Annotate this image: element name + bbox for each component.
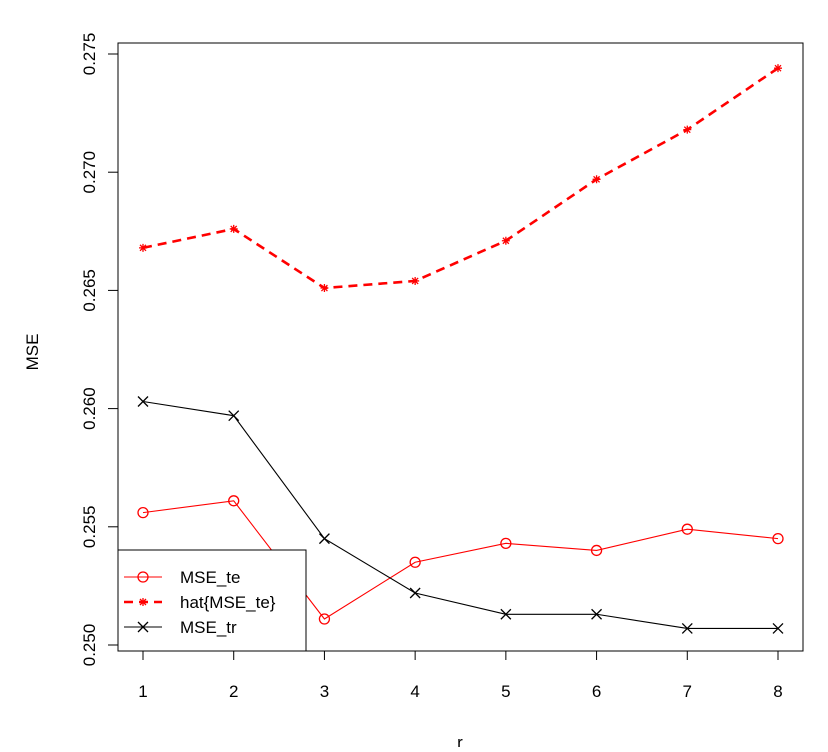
legend-label: MSE_te bbox=[180, 568, 240, 587]
y-tick-label: 0.255 bbox=[80, 506, 99, 549]
data-point bbox=[228, 495, 240, 507]
data-point bbox=[320, 284, 329, 293]
data-point bbox=[774, 64, 782, 73]
data-point bbox=[409, 587, 421, 599]
y-tick-label: 0.250 bbox=[80, 624, 99, 667]
series-line bbox=[142, 67, 779, 290]
data-point bbox=[500, 537, 512, 549]
data-point bbox=[137, 506, 149, 519]
data-point bbox=[409, 556, 421, 568]
data-point bbox=[772, 622, 784, 634]
data-point bbox=[318, 533, 330, 545]
x-tick-label: 4 bbox=[410, 682, 419, 701]
data-point bbox=[318, 613, 331, 625]
legend-box bbox=[117, 549, 307, 652]
y-tick-label: 0.265 bbox=[80, 269, 99, 312]
x-tick-label: 6 bbox=[592, 682, 601, 701]
series-hat-mse-te- bbox=[139, 64, 782, 293]
y-axis-label: MSE bbox=[23, 334, 42, 371]
x-tick-label: 5 bbox=[501, 682, 510, 701]
x-tick-label: 1 bbox=[138, 682, 147, 701]
legend: MSE_te hat{MSE_te} MSE_tr bbox=[117, 549, 307, 652]
series-group bbox=[137, 64, 784, 634]
x-tick-label: 3 bbox=[320, 682, 329, 701]
data-point bbox=[137, 621, 149, 633]
legend-label: MSE_tr bbox=[180, 618, 237, 637]
data-point bbox=[501, 236, 510, 245]
x-tick-label: 2 bbox=[229, 682, 238, 701]
y-axis: 0.250 0.255 0.260 0.265 0.270 0.275 bbox=[80, 33, 119, 667]
data-point bbox=[681, 622, 693, 634]
y-tick-label: 0.270 bbox=[80, 151, 99, 194]
x-tick-label: 8 bbox=[773, 682, 782, 701]
data-point bbox=[591, 608, 603, 620]
data-point bbox=[681, 523, 693, 535]
data-point bbox=[772, 532, 784, 545]
data-point bbox=[683, 125, 692, 134]
x-axis: 1 2 3 4 5 6 7 8 bbox=[138, 650, 783, 701]
data-point bbox=[139, 598, 147, 606]
series-mse-tr bbox=[137, 396, 784, 634]
series-mse-te bbox=[137, 495, 784, 625]
x-tick-label: 7 bbox=[683, 682, 692, 701]
data-point bbox=[139, 243, 147, 252]
data-point bbox=[228, 410, 240, 422]
data-point bbox=[411, 276, 420, 285]
data-point bbox=[590, 544, 603, 557]
data-point bbox=[137, 396, 149, 407]
series-line bbox=[142, 500, 779, 620]
data-point bbox=[137, 571, 149, 583]
legend-label: hat{MSE_te} bbox=[180, 593, 276, 612]
y-tick-label: 0.260 bbox=[80, 387, 99, 430]
x-axis-label: r bbox=[457, 733, 463, 747]
y-tick-label: 0.275 bbox=[80, 33, 99, 76]
data-point bbox=[592, 175, 601, 184]
data-point bbox=[500, 608, 512, 620]
data-point bbox=[229, 224, 238, 233]
series-line bbox=[142, 400, 778, 630]
